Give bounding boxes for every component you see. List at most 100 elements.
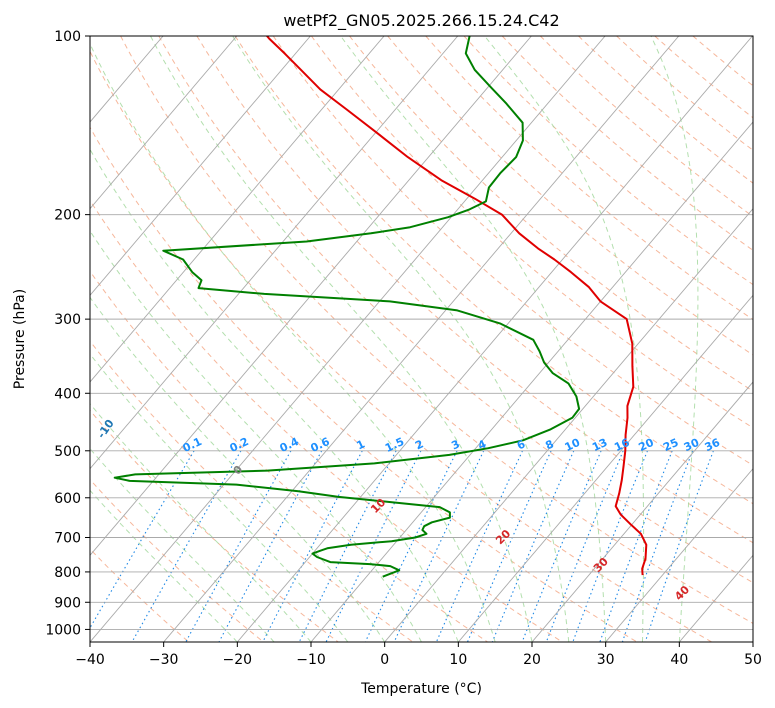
mixing-ratio-label: 8 — [543, 437, 555, 452]
chart-title: wetPf2_GN05.2025.266.15.24.C42 — [283, 11, 559, 31]
isotherm-line — [90, 36, 311, 297]
isotherm-line — [678, 554, 753, 642]
y-axis-label: Pressure (hPa) — [12, 289, 28, 389]
isotherm-line — [752, 641, 753, 642]
dry-adiabat-line — [90, 50, 712, 642]
background-lines — [90, 36, 753, 642]
dry-adiabat-line — [387, 36, 753, 356]
mixing-ratio-label: 2 — [413, 437, 425, 452]
dry-adiabat-line — [90, 270, 488, 642]
dry-adiabat-line — [501, 36, 753, 251]
dry-adiabat-line — [90, 340, 414, 642]
dry-adiabat-line — [578, 36, 753, 184]
plot-frame — [89, 35, 754, 643]
moist-adiabat-line — [150, 36, 533, 642]
dry-adiabat-line — [616, 36, 753, 151]
axis-ticks: −40 −30 −20 −10 0 10 20 30 40 50 100 200 300 400 500 60… — [45, 29, 762, 668]
y-tick-label: 700 — [54, 531, 81, 547]
isotherm-line — [90, 36, 532, 557]
mixing-ratio-line — [572, 450, 649, 642]
y-tick-label: 400 — [54, 386, 81, 402]
x-tick-label: −40 — [75, 652, 105, 668]
moist-adiabat-line — [90, 230, 422, 642]
dewpoint-line — [113, 36, 581, 578]
moist-adiabat-line — [90, 489, 238, 642]
x-axis-label: Temperature (°C) — [360, 681, 482, 697]
x-tick-label: 30 — [597, 652, 615, 668]
moist-adiabat-line — [650, 36, 699, 642]
mixing-ratio-label: 30 — [682, 436, 702, 454]
isotherm-line — [163, 36, 680, 642]
dry-adiabat-line — [463, 36, 753, 286]
moist-adiabat-line — [484, 36, 645, 642]
y-tick-label: 900 — [54, 595, 81, 611]
x-tick-label: −30 — [149, 652, 179, 668]
moist-adiabat-line — [90, 42, 496, 642]
mixing-ratio-label: 1.5 — [383, 435, 406, 455]
moist-adiabat-line — [90, 402, 312, 642]
x-tick-label: 10 — [449, 652, 467, 668]
mixing-ratio-line — [262, 450, 363, 642]
moist-adiabat-line — [90, 447, 275, 642]
y-tick-label: 100 — [54, 29, 81, 45]
y-tick-label: 300 — [54, 312, 81, 328]
mixing-ratio-label: 20 — [637, 436, 657, 454]
mixing-ratio-label: 36 — [703, 436, 723, 454]
dry-adiabat-line — [196, 36, 753, 544]
isotherm-line — [90, 36, 606, 642]
isotherm-line — [90, 36, 385, 383]
grid-lines — [90, 36, 753, 642]
mixing-ratio-label: 0.1 — [181, 435, 204, 455]
moist-adiabat-line — [90, 353, 349, 642]
y-tick-label: 500 — [54, 444, 81, 460]
x-tick-label: 40 — [670, 652, 688, 668]
isotherm-line — [90, 36, 459, 470]
isotherm-line — [605, 467, 753, 642]
mixing-ratio-label: 1 — [355, 437, 367, 452]
x-tick-label: 0 — [380, 652, 389, 668]
dry-adiabat-line — [692, 36, 753, 87]
moist-adiabat-label: 20 — [493, 527, 513, 547]
mixing-ratio-line — [599, 450, 673, 642]
dry-adiabat-line — [310, 36, 753, 429]
isotherm-line — [90, 36, 238, 210]
mixing-ratio-label: 10 — [563, 436, 583, 454]
mixing-ratio-label: 16 — [612, 436, 632, 454]
mixing-ratio-line — [218, 450, 323, 642]
mixing-ratio-line — [364, 450, 458, 642]
dry-adiabat-line — [90, 548, 190, 642]
isotherm-line — [457, 294, 753, 642]
mixing-ratio-line — [491, 450, 575, 642]
mixing-ratio-line — [521, 450, 602, 642]
dry-adiabat-line — [272, 36, 753, 466]
mixing-ratio-label: 0.4 — [278, 435, 301, 455]
mixing-ratio-line — [466, 450, 552, 642]
dry-adiabat-line — [654, 36, 753, 119]
mixing-ratio-label: 25 — [661, 436, 680, 454]
dry-adiabat-line — [90, 409, 339, 642]
x-tick-label: 50 — [744, 652, 762, 668]
dry-adiabat-line — [90, 199, 563, 642]
dry-adiabat-line — [158, 36, 753, 584]
isotherm-line — [384, 207, 753, 642]
mixing-ratio-label: 13 — [590, 436, 609, 454]
moist-adiabat-line — [90, 148, 459, 642]
mixing-ratio-line — [131, 450, 242, 642]
moist-adiabat-line — [232, 36, 570, 642]
x-tick-label: 20 — [523, 652, 541, 668]
isopleth-labels: -100-90-80-70-60-50-40-30-20-10010203040… — [13, 387, 723, 603]
mixing-ratio-line — [393, 450, 485, 642]
isotherm-line — [531, 381, 753, 642]
profile-series — [113, 36, 648, 578]
y-tick-label: 600 — [54, 491, 81, 507]
dry-adiabat-label: -20 — [13, 387, 35, 411]
y-tick-label: 800 — [54, 565, 81, 581]
moist-adiabat-line — [90, 296, 386, 642]
dry-adiabat-line — [539, 36, 753, 218]
moist-adiabat-line — [340, 36, 607, 642]
mixing-ratio-line — [621, 450, 694, 642]
isotherm-line — [236, 36, 753, 642]
y-tick-label: 1000 — [45, 622, 81, 638]
dry-adiabat-line — [234, 36, 753, 505]
temperature-line — [265, 36, 648, 576]
